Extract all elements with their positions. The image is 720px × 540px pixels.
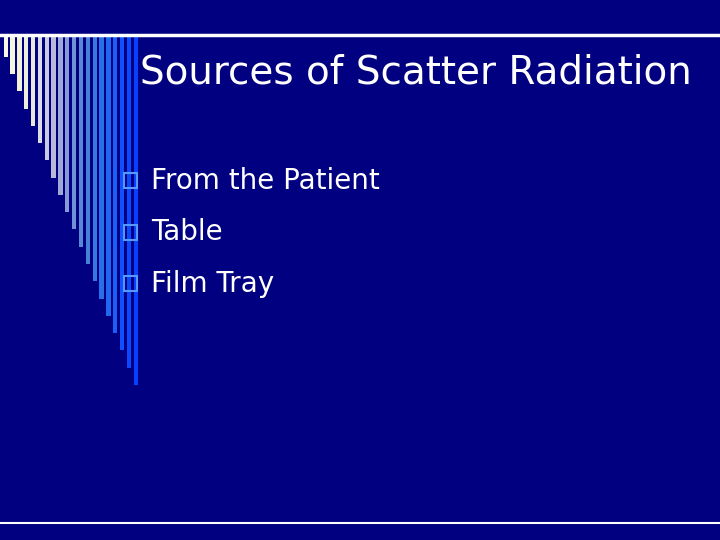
Text: Table: Table [151,218,222,246]
Bar [92,35,96,281]
Bar [86,35,90,264]
Bar [79,35,84,247]
Bar [58,35,63,195]
Bar [24,35,29,109]
Text: Film Tray: Film Tray [151,269,274,298]
Text: Sources of Scatter Radiation: Sources of Scatter Radiation [140,54,692,92]
Bar [120,35,125,350]
Text: From the Patient: From the Patient [151,167,380,195]
Bar [4,35,8,57]
Bar [134,35,138,385]
Bar [45,35,49,160]
Bar [124,276,137,291]
Bar [127,35,131,368]
Bar [124,225,137,240]
Bar [107,35,111,316]
Bar [37,35,42,143]
Bar [31,35,35,126]
Bar [99,35,104,299]
Bar [65,35,69,212]
Bar [124,173,137,188]
Bar [113,35,117,333]
Bar [52,35,56,178]
Bar [17,35,22,91]
Bar [10,35,14,74]
Bar [72,35,76,230]
